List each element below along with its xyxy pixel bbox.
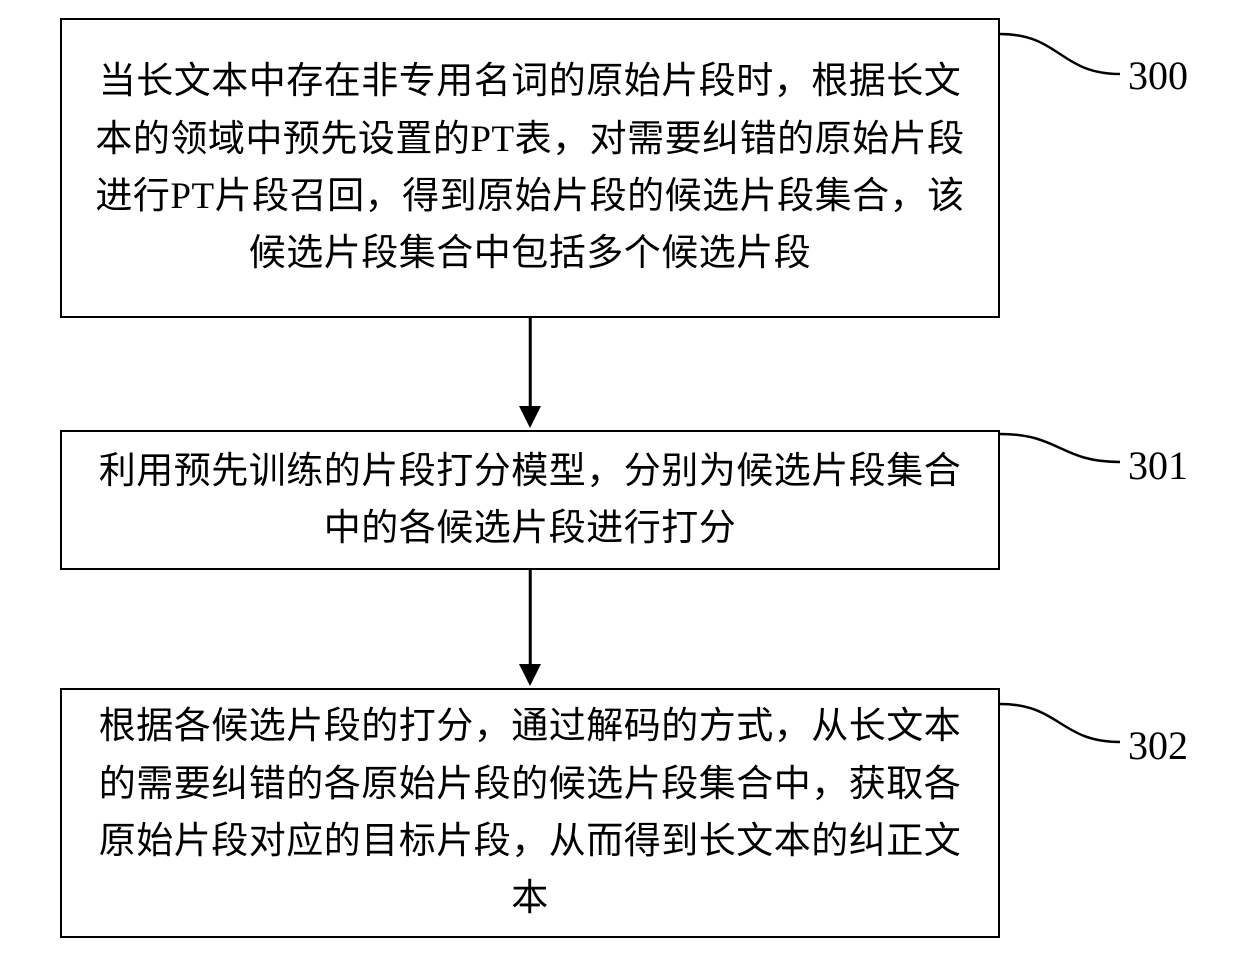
flow-step-302-text: 根据各候选片段的打分，通过解码的方式，从长文本的需要纠错的各原始片段的候选片段集…: [86, 698, 974, 927]
flow-step-300: 当长文本中存在非专用名词的原始片段时，根据长文本的领域中预先设置的PT表，对需要…: [60, 18, 1000, 318]
flow-step-301: 利用预先训练的片段打分模型，分别为候选片段集合中的各候选片段进行打分: [60, 430, 1000, 570]
arrow-2-line: [529, 570, 532, 666]
arrow-1-line: [529, 318, 532, 408]
arrow-2-head: [519, 664, 541, 686]
step-label-302: 302: [1128, 722, 1188, 769]
step-label-300: 300: [1128, 52, 1188, 99]
step-label-301: 301: [1128, 442, 1188, 489]
flow-step-300-text: 当长文本中存在非专用名词的原始片段时，根据长文本的领域中预先设置的PT表，对需要…: [86, 53, 974, 282]
flow-step-302: 根据各候选片段的打分，通过解码的方式，从长文本的需要纠错的各原始片段的候选片段集…: [60, 688, 1000, 938]
arrow-1-head: [519, 406, 541, 428]
flow-step-301-text: 利用预先训练的片段打分模型，分别为候选片段集合中的各候选片段进行打分: [86, 443, 974, 558]
